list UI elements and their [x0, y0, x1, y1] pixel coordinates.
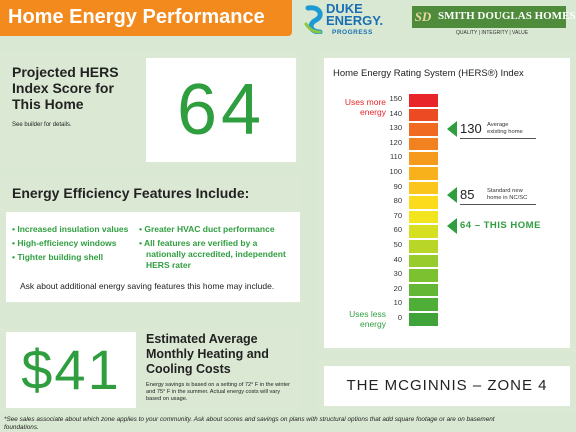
chart-top-label-line2: energy — [360, 107, 386, 117]
sd-monogram: SD — [412, 6, 434, 28]
duke-energy-logo: DUKE ENERGY. PROGRESS — [302, 2, 388, 42]
chart-title: Home Energy Rating System (HERS®) Index — [333, 68, 524, 79]
scale-segment — [409, 269, 438, 282]
chart-bottom-label-line2: energy — [360, 319, 386, 329]
scale-tick-label: 30 — [393, 269, 402, 279]
marker-arrow-icon — [447, 186, 457, 203]
footer-note-line1: *See sales associate about which zone ap… — [4, 416, 495, 423]
feature-item-cont: HERS rater — [146, 260, 191, 270]
scale-segment — [409, 152, 438, 165]
scale-tick-label: 20 — [393, 283, 402, 293]
smith-douglas-logo: SD SMITH DOUGLAS HOMES QUALITY | INTEGRI… — [412, 6, 576, 36]
duke-line3: PROGRESS — [332, 29, 373, 36]
cost-note-line1: Energy savings is based on a setting of … — [146, 382, 291, 388]
scale-segment — [409, 123, 438, 136]
features-ask: Ask about additional energy saving featu… — [20, 281, 275, 291]
chart-bottom-label-line1: Uses less — [349, 309, 386, 319]
scale-segment — [409, 94, 438, 107]
scale-tick-label: 90 — [393, 181, 402, 191]
marker-label: existing home — [487, 129, 523, 136]
scale-segment — [409, 313, 438, 326]
features-box — [6, 212, 300, 302]
scale-segment — [409, 108, 438, 122]
feature-item: • Greater HVAC duct performance — [139, 224, 275, 234]
cost-title-line2: Monthly Heating and — [146, 347, 269, 361]
scale-segment — [409, 240, 438, 253]
scale-tick-label: 50 — [393, 240, 402, 249]
cost-note-line3: based on usage. — [146, 396, 188, 402]
scale-tick-label: 100 — [389, 167, 402, 176]
scale-segment — [409, 225, 438, 238]
scale-segment — [409, 196, 438, 209]
hers-label-line1: Projected HERS — [12, 64, 119, 80]
marker-arrow-icon — [447, 121, 457, 138]
scale-segment — [409, 137, 438, 151]
scale-tick-label: 40 — [393, 254, 402, 264]
marker-value: 85 — [460, 186, 475, 202]
hers-label-line3: This Home — [12, 96, 84, 112]
header-banner: Home Energy Performance — [0, 0, 292, 36]
feature-item: • All features are verified by a — [139, 238, 258, 248]
cost-title-line3: Cooling Costs — [146, 362, 231, 376]
scale-tick-label: 120 — [389, 137, 402, 147]
scale-segment — [409, 254, 438, 268]
scale-tick-label: 110 — [390, 152, 402, 162]
hers-note: See builder for details. — [12, 122, 72, 128]
features-title: Energy Efficiency Features Include: — [12, 185, 250, 201]
scale-tick-label: 0 — [397, 313, 402, 322]
duke-line2: ENERGY. — [326, 13, 384, 28]
feature-item: • Increased insulation values — [12, 224, 129, 234]
duke-line1: DUKE — [326, 1, 363, 16]
feature-item: • Tighter building shell — [12, 252, 104, 262]
marker-label: home in NC/SC — [487, 194, 528, 201]
cost-box — [6, 332, 136, 408]
cost-title-line1: Estimated Average — [146, 332, 258, 346]
footer-note-line2: foundations. — [4, 424, 39, 431]
marker-value: 130 — [460, 121, 482, 137]
cost-value: $41 — [21, 338, 121, 401]
scale-segment — [409, 283, 438, 297]
hers-chart-box — [324, 58, 570, 348]
sd-name: SMITH DOUGLAS HOMES — [438, 10, 576, 22]
duke-energy-swirl-icon — [304, 5, 323, 34]
scale-segment — [409, 298, 438, 311]
marker-label: Standard new — [487, 187, 523, 194]
hers-score-value: 64 — [176, 70, 266, 150]
sd-tagline: QUALITY | INTEGRITY | VALUE — [456, 30, 529, 36]
scale-tick-label: 80 — [393, 196, 402, 206]
marker-arrow-icon — [447, 217, 457, 234]
scale-tick-label: 60 — [393, 225, 402, 235]
scale-tick-label: 130 — [389, 123, 402, 133]
scale-segment — [409, 210, 438, 224]
plan-name: THE MCGINNIS – ZONE 4 — [346, 377, 548, 394]
marker-underline — [460, 138, 536, 140]
feature-item: • High-efficiency windows — [12, 238, 117, 248]
hers-score-box — [146, 58, 296, 162]
scale-tick-label: 140 — [389, 108, 402, 118]
page-title: Home Energy Performance — [8, 6, 265, 28]
scale-segment — [409, 167, 438, 180]
scale-segment — [409, 181, 438, 195]
cost-note-line2: and 75° F in the summer. Actual energy c… — [146, 389, 281, 395]
plan-box — [324, 366, 570, 406]
marker-underline — [460, 203, 536, 205]
marker-value: 64 – THIS HOME — [460, 219, 541, 231]
scale-tick-label: 70 — [393, 210, 402, 220]
feature-item-cont: nationally accredited, independent — [146, 249, 286, 259]
marker-label: Average — [487, 122, 509, 129]
chart-top-label-line1: Uses more — [344, 97, 386, 107]
scale-tick-label: 10 — [393, 298, 402, 308]
hers-label-line2: Index Score for — [12, 80, 114, 96]
scale-tick-label: 150 — [389, 94, 402, 103]
